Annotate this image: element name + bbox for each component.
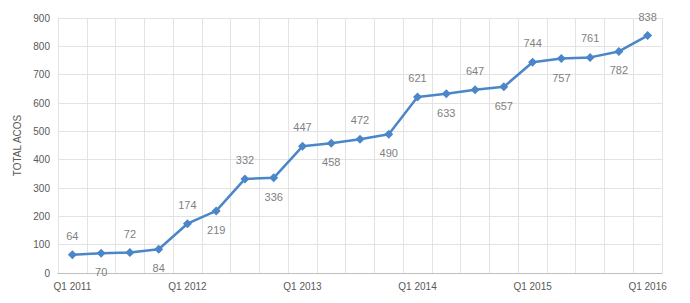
svg-text:Q1 2011: Q1 2011 — [54, 281, 92, 292]
svg-text:219: 219 — [207, 224, 225, 236]
svg-text:84: 84 — [153, 262, 165, 274]
svg-text:700: 700 — [33, 69, 50, 80]
svg-text:761: 761 — [581, 32, 599, 44]
svg-text:900: 900 — [33, 13, 50, 24]
svg-text:200: 200 — [33, 211, 50, 222]
svg-text:647: 647 — [466, 65, 484, 77]
svg-text:300: 300 — [33, 183, 50, 194]
svg-text:Q1 2012: Q1 2012 — [168, 281, 207, 292]
svg-text:472: 472 — [351, 114, 369, 126]
svg-text:657: 657 — [495, 100, 513, 112]
svg-text:70: 70 — [95, 266, 107, 278]
svg-text:500: 500 — [33, 126, 50, 137]
svg-text:336: 336 — [265, 191, 283, 203]
svg-text:400: 400 — [33, 154, 50, 165]
svg-text:72: 72 — [124, 228, 136, 240]
svg-text:0: 0 — [44, 268, 50, 279]
svg-text:600: 600 — [33, 98, 50, 109]
svg-text:782: 782 — [610, 64, 628, 76]
svg-text:800: 800 — [33, 41, 50, 52]
svg-text:447: 447 — [293, 121, 311, 133]
svg-text:621: 621 — [408, 72, 426, 84]
svg-text:TOTAL ACOS: TOTAL ACOS — [12, 114, 23, 176]
svg-text:458: 458 — [322, 156, 340, 168]
svg-text:64: 64 — [66, 230, 78, 242]
svg-text:100: 100 — [33, 239, 50, 250]
svg-text:633: 633 — [437, 107, 455, 119]
svg-text:490: 490 — [380, 147, 398, 159]
svg-text:838: 838 — [638, 11, 656, 23]
svg-text:744: 744 — [523, 37, 541, 49]
svg-text:Q1 2015: Q1 2015 — [513, 281, 552, 292]
svg-text:332: 332 — [236, 154, 254, 166]
svg-text:Q1 2016: Q1 2016 — [628, 281, 667, 292]
svg-text:Q1 2014: Q1 2014 — [398, 281, 437, 292]
svg-text:Q1 2013: Q1 2013 — [283, 281, 322, 292]
svg-text:757: 757 — [552, 72, 570, 84]
svg-text:174: 174 — [178, 199, 196, 211]
